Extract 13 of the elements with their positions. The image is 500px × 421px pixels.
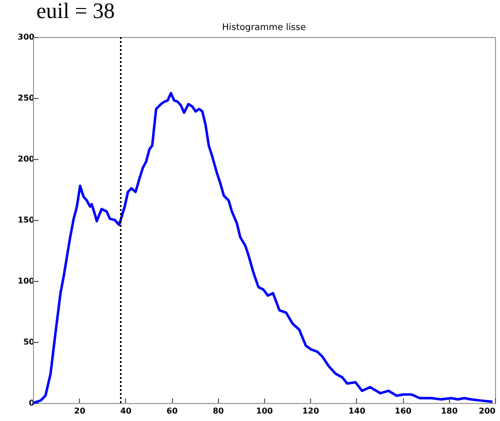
x-tick-label: 60 bbox=[166, 406, 178, 416]
x-tick-label: 100 bbox=[256, 406, 274, 416]
x-tick-label: 140 bbox=[348, 406, 366, 416]
x-tick-label: 20 bbox=[74, 406, 86, 416]
ref-line-label: euil = 38 bbox=[36, 0, 115, 23]
x-tick-label: 80 bbox=[212, 406, 224, 416]
y-tick-label: 300 bbox=[18, 32, 35, 42]
x-tick-label: 180 bbox=[440, 406, 458, 416]
x-tick-label: 200 bbox=[478, 406, 496, 416]
x-tick-label: 160 bbox=[394, 406, 412, 416]
x-tick-label: 40 bbox=[120, 406, 132, 416]
x-tick-label: 120 bbox=[302, 406, 320, 416]
chart-title: Histogramme lisse bbox=[222, 23, 306, 33]
